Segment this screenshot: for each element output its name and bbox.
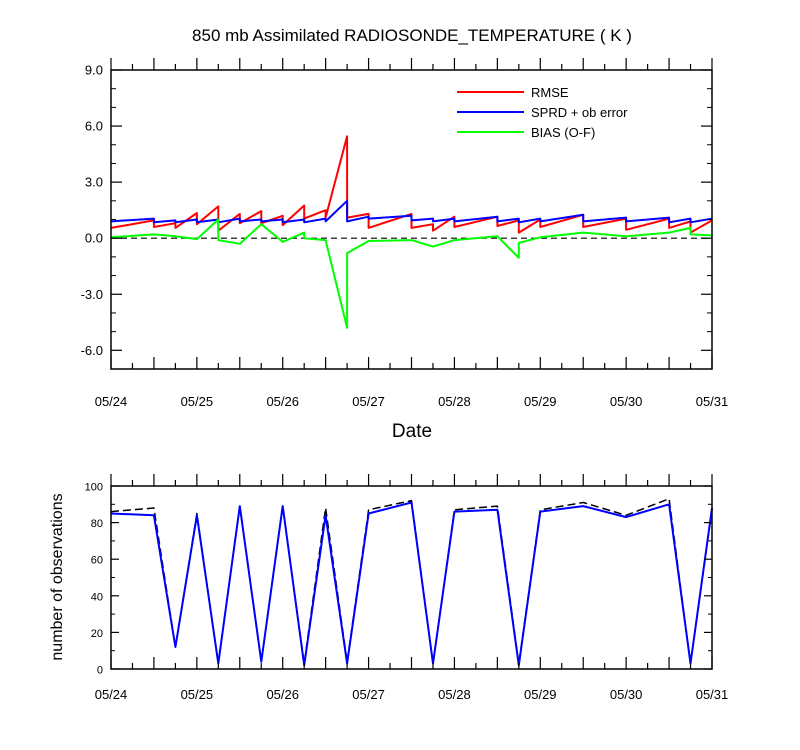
- x-tick-label: 05/29: [524, 687, 557, 702]
- x-tick-label: 05/24: [95, 687, 128, 702]
- x-tick-label: 05/28: [438, 394, 471, 409]
- x-tick-label: 05/31: [696, 687, 729, 702]
- top-chart: 850 mb Assimilated RADIOSONDE_TEMPERATUR…: [81, 26, 729, 442]
- bottom-plot-frame: [110, 485, 713, 670]
- legend-label: BIAS (O-F): [531, 125, 595, 140]
- bottom-series-group: [110, 498, 713, 667]
- x-tick-label: 05/24: [95, 394, 128, 409]
- x-tick-label: 05/25: [181, 687, 214, 702]
- x-tick-label: 05/25: [181, 394, 214, 409]
- legend-label: SPRD + ob error: [531, 105, 628, 120]
- legend-label: RMSE: [531, 85, 569, 100]
- y-tick-label: 80: [91, 518, 103, 530]
- x-tick-label: 05/28: [438, 687, 471, 702]
- x-tick-label: 05/26: [266, 394, 299, 409]
- y-tick-label: 3.0: [85, 175, 103, 190]
- top-series-group: [110, 135, 713, 329]
- bottom-chart: 0 20 40 60 80 100 05/24 05/25 05/26 05/27 05/28 05/…: [49, 474, 728, 702]
- legend: RMSE SPRD + ob error BIAS (O-F): [457, 85, 628, 140]
- series-line-possible: [110, 498, 713, 665]
- x-tick-label: 05/31: [696, 394, 729, 409]
- chart-title: 850 mb Assimilated RADIOSONDE_TEMPERATUR…: [192, 26, 632, 45]
- y-tick-label: 100: [85, 482, 103, 494]
- x-tick-label: 05/27: [352, 687, 385, 702]
- top-axes: -6.0 -3.0 0.0 3.0 6.0 9.0 05/24 05/25 05/26 05/27…: [81, 58, 729, 409]
- y-tick-label: 0.0: [85, 231, 103, 246]
- bottom-axes: 0 20 40 60 80 100 05/24 05/25 05/26 05/27 05/28 05/…: [85, 474, 729, 702]
- series-line-bias-o-f: [110, 218, 713, 329]
- y-tick-label: 20: [91, 628, 103, 640]
- x-tick-label: 05/27: [352, 394, 385, 409]
- y-tick-label: -3.0: [81, 287, 103, 302]
- y-tick-label: 60: [91, 555, 103, 567]
- y-axis-label: number of observations: [49, 493, 66, 660]
- x-tick-label: 05/29: [524, 394, 557, 409]
- x-axis-label: Date: [392, 421, 432, 442]
- y-tick-label: 0: [97, 665, 103, 677]
- series-line-used: [110, 501, 713, 667]
- y-tick-label: 9.0: [85, 63, 103, 78]
- x-tick-label: 05/30: [610, 687, 643, 702]
- series-line-rmse: [110, 135, 713, 234]
- y-tick-label: 40: [91, 591, 103, 603]
- y-tick-label: -6.0: [81, 343, 103, 358]
- x-tick-label: 05/30: [610, 394, 643, 409]
- y-tick-label: 6.0: [85, 119, 103, 134]
- x-tick-label: 05/26: [266, 687, 299, 702]
